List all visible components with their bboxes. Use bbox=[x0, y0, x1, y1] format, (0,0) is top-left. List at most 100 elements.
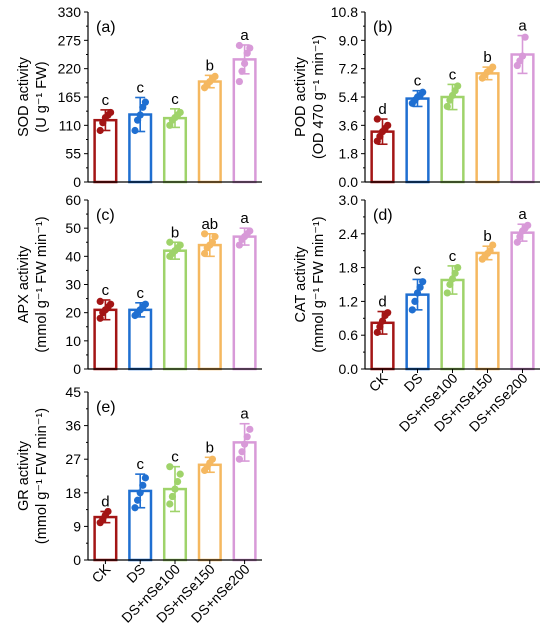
y-tick-label: 30 bbox=[65, 277, 81, 293]
significance-letter: c bbox=[449, 66, 457, 83]
data-point bbox=[136, 489, 144, 497]
data-point bbox=[174, 478, 182, 486]
y-axis-unit: (mmol g⁻¹ FW min⁻¹) bbox=[311, 216, 327, 352]
data-point bbox=[176, 108, 184, 117]
y-axis-unit: (U g⁻¹ FW) bbox=[34, 61, 50, 132]
data-point bbox=[246, 425, 254, 433]
x-tick-label: CK bbox=[88, 560, 114, 586]
data-point bbox=[235, 455, 243, 463]
data-point bbox=[518, 52, 527, 60]
data-point bbox=[141, 474, 149, 482]
significance-letter: ab bbox=[201, 216, 218, 233]
data-point bbox=[166, 500, 174, 508]
data-point bbox=[96, 297, 104, 305]
data-point bbox=[486, 247, 494, 255]
y-tick-label: 7.2 bbox=[339, 61, 359, 77]
bar-ds-nse150 bbox=[475, 72, 500, 184]
y-tick-label: 45 bbox=[65, 384, 81, 400]
y-axis-unit: (mmol g⁻¹ FW min⁻¹) bbox=[34, 216, 50, 352]
data-point bbox=[373, 328, 381, 336]
y-tick-label: 0.0 bbox=[339, 174, 359, 190]
data-point bbox=[211, 72, 219, 80]
data-point bbox=[446, 280, 454, 289]
data-point bbox=[443, 102, 451, 111]
data-point bbox=[136, 111, 144, 119]
y-tick-label: 20 bbox=[65, 305, 81, 321]
data-point bbox=[489, 241, 497, 249]
y-tick-label: 0.0 bbox=[339, 361, 359, 377]
y-tick-label: 27 bbox=[65, 451, 81, 467]
x-tick-label: CK bbox=[366, 369, 392, 395]
data-point bbox=[524, 221, 532, 229]
data-point bbox=[166, 238, 174, 246]
data-point bbox=[201, 249, 209, 258]
x-tick-label: DS bbox=[401, 370, 426, 395]
significance-letter: b bbox=[206, 57, 214, 74]
data-point bbox=[176, 470, 184, 478]
data-point bbox=[454, 264, 462, 272]
y-tick-label: 1.2 bbox=[339, 293, 359, 309]
panel-label: (c) bbox=[96, 207, 115, 224]
panel-label: (b) bbox=[373, 19, 393, 36]
data-point bbox=[513, 238, 521, 246]
y-axis-title: SOD activity bbox=[16, 56, 32, 137]
x-tick-label: DS bbox=[123, 561, 148, 586]
data-point bbox=[141, 98, 149, 106]
y-tick-label: 0 bbox=[73, 361, 81, 377]
data-point bbox=[384, 309, 392, 317]
significance-letter: c bbox=[449, 248, 457, 265]
bar-ds-nse100 bbox=[162, 249, 188, 371]
significance-letter: a bbox=[240, 27, 249, 44]
data-point bbox=[443, 289, 451, 297]
data-point bbox=[411, 297, 419, 305]
y-tick-label: 18 bbox=[65, 485, 81, 501]
bar-ds bbox=[128, 308, 153, 371]
y-tick-label: 1.8 bbox=[339, 146, 359, 162]
significance-letter: d bbox=[378, 294, 386, 311]
y-tick-label: 10.8 bbox=[331, 4, 358, 20]
data-point bbox=[378, 317, 387, 325]
bar-ds-nse150 bbox=[475, 251, 500, 371]
significance-letter: c bbox=[136, 456, 144, 473]
y-tick-label: 9 bbox=[73, 518, 81, 534]
y-tick-label: 50 bbox=[65, 220, 81, 236]
data-point bbox=[521, 33, 529, 41]
y-tick-label: 3.0 bbox=[339, 192, 359, 208]
data-point bbox=[416, 283, 424, 291]
data-point bbox=[139, 481, 147, 489]
data-point bbox=[235, 77, 243, 86]
y-tick-label: 275 bbox=[58, 32, 82, 48]
data-point bbox=[419, 278, 427, 286]
data-point bbox=[419, 88, 427, 96]
significance-letter: c bbox=[102, 282, 110, 299]
data-point bbox=[171, 485, 179, 493]
data-point bbox=[107, 108, 115, 117]
y-axis-title: POD activity bbox=[293, 56, 309, 137]
data-point bbox=[384, 121, 392, 129]
data-point bbox=[131, 504, 139, 512]
data-point bbox=[489, 63, 497, 71]
y-tick-label: 0 bbox=[73, 552, 81, 568]
chart-panel-3: 0 10 20 30 40 50 60 c c b ab a (c) APX activity (mmol … bbox=[16, 192, 262, 377]
y-tick-label: 10 bbox=[65, 333, 81, 349]
y-tick-label: 110 bbox=[59, 117, 82, 133]
y-tick-label: 2.4 bbox=[339, 226, 359, 242]
bar-ds-nse200 bbox=[510, 231, 535, 371]
significance-letter: d bbox=[378, 101, 386, 118]
bar-ds-nse150 bbox=[197, 80, 222, 184]
panel-label: (d) bbox=[373, 207, 393, 224]
data-point bbox=[454, 82, 462, 90]
significance-letter: a bbox=[518, 18, 527, 35]
y-tick-label: 40 bbox=[65, 248, 81, 264]
y-tick-label: 165 bbox=[58, 89, 82, 105]
y-tick-label: 9.0 bbox=[339, 32, 359, 48]
data-point bbox=[235, 41, 243, 50]
significance-letter: b bbox=[171, 224, 179, 241]
data-point bbox=[201, 230, 209, 238]
significance-letter: a bbox=[240, 210, 249, 227]
data-point bbox=[373, 115, 381, 123]
data-point bbox=[246, 227, 254, 235]
significance-letter: b bbox=[206, 439, 214, 456]
